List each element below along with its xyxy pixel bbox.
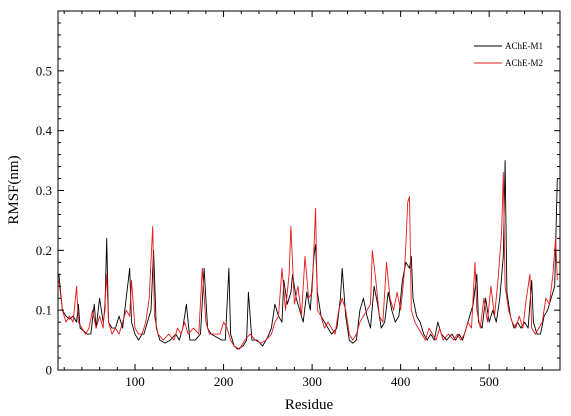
- y-tick-label: 0.1: [36, 303, 52, 318]
- y-tick-label: 0.4: [36, 123, 53, 138]
- y-tick-label: 0.5: [36, 63, 52, 78]
- x-tick-label: 200: [214, 374, 234, 389]
- y-tick-label: 0.2: [36, 243, 52, 258]
- plot-frame: [57, 10, 561, 371]
- y-tick-label: 0: [46, 363, 53, 378]
- x-tick-label: 500: [479, 374, 499, 389]
- y-tick-label: 0.3: [36, 183, 52, 198]
- series-line-1: [58, 160, 558, 350]
- legend: AChE-M1 AChE-M2: [474, 41, 543, 68]
- legend-label-1: AChE-M1: [505, 41, 543, 51]
- y-axis-title: RMSF(nm): [6, 155, 22, 224]
- x-tick-label: 300: [302, 374, 322, 389]
- x-tick-label: 400: [391, 374, 411, 389]
- plot-series: [58, 160, 558, 350]
- axis-ticks: [58, 10, 561, 371]
- axis-tick-labels: 100 200 300 400 500 0 0.1 0.2 0.3 0.4 0.5: [36, 63, 499, 389]
- x-tick-label: 100: [125, 374, 145, 389]
- x-axis-title: Residue: [285, 397, 334, 413]
- legend-label-2: AChE-M2: [505, 58, 543, 68]
- series-line-2: [58, 172, 558, 350]
